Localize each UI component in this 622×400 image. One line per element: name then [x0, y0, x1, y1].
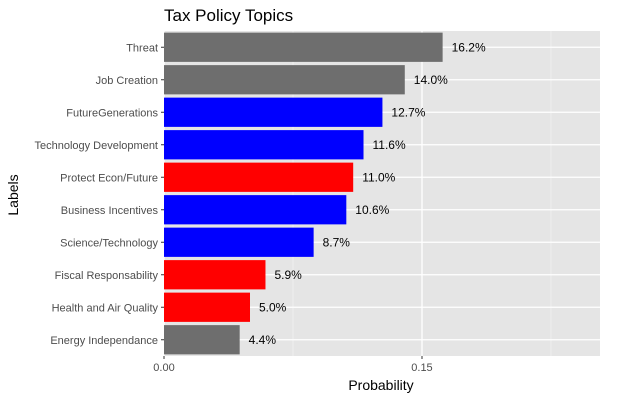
- category-label: Energy Independance: [50, 335, 158, 347]
- bars: 16.2% 14.0% 12.7% 11.6% 11.0% 10.6% 8.7% 5.9% 5.…: [164, 32, 486, 355]
- category-label: Health and Air Quality: [52, 302, 159, 314]
- chart-title: Tax Policy Topics: [164, 6, 293, 25]
- bar-job-creation: [164, 65, 405, 95]
- category-label: FutureGenerations: [66, 107, 158, 119]
- x-axis-title: Probability: [348, 377, 413, 393]
- value-label: 5.0%: [259, 300, 287, 314]
- value-label: 11.6%: [373, 138, 406, 152]
- bar-futuregenerations: [164, 97, 383, 127]
- x-tick-label: 0.15: [411, 362, 432, 374]
- bar-health-and-air-quality: [164, 292, 250, 322]
- category-label: Science/Technology: [60, 237, 158, 249]
- category-label: Threat: [126, 42, 158, 54]
- category-label: Fiscal Responsability: [55, 270, 159, 282]
- category-label: Business Incentives: [61, 205, 159, 217]
- value-label: 14.0%: [414, 73, 448, 87]
- value-label: 5.9%: [274, 268, 302, 282]
- value-label: 12.7%: [391, 105, 425, 119]
- value-label: 4.4%: [249, 333, 277, 347]
- bar-business-incentives: [164, 195, 347, 225]
- value-label: 10.6%: [355, 203, 389, 217]
- value-label: 16.2%: [452, 40, 486, 54]
- bar-energy-independance: [164, 325, 240, 355]
- bar-technology-development: [164, 130, 364, 160]
- value-label: 8.7%: [323, 235, 351, 249]
- y-axis: Threat Job Creation FutureGenerations Techn…: [34, 42, 164, 347]
- value-label: 11.0%: [362, 170, 395, 184]
- bar-protect-econ-future: [164, 162, 354, 192]
- category-label: Job Creation: [96, 75, 158, 87]
- x-axis: 0.00 0.15: [153, 356, 433, 374]
- category-label: Protect Econ/Future: [60, 172, 158, 184]
- bar-threat: [164, 32, 443, 62]
- x-tick-label: 0.00: [153, 362, 174, 374]
- bar-science-technology: [164, 227, 314, 257]
- y-axis-title: Labels: [5, 174, 21, 215]
- category-label: Technology Development: [34, 140, 158, 152]
- bar-fiscal-responsability: [164, 260, 266, 290]
